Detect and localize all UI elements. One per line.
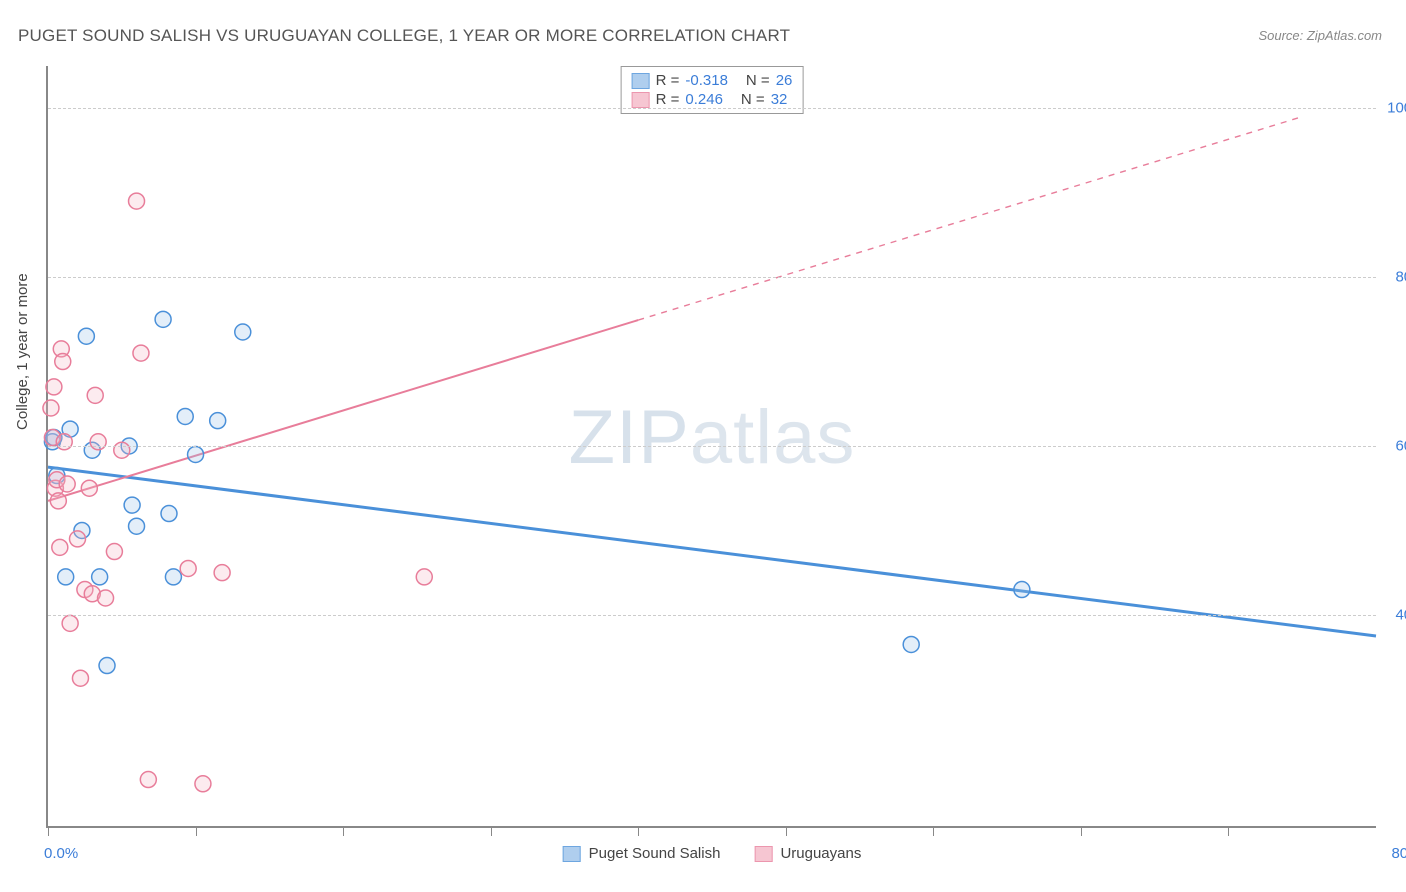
legend-swatch bbox=[754, 846, 772, 862]
data-point bbox=[87, 387, 103, 403]
data-point bbox=[155, 311, 171, 327]
y-axis-label: College, 1 year or more bbox=[14, 273, 31, 430]
data-point bbox=[1014, 582, 1030, 598]
chart-plot-area: ZIPatlas R = -0.318N = 26R = 0.246N = 32… bbox=[46, 66, 1376, 828]
data-point bbox=[124, 497, 140, 513]
data-point bbox=[81, 480, 97, 496]
x-tick bbox=[933, 826, 934, 836]
data-point bbox=[43, 400, 59, 416]
x-axis-end-label: 80.0% bbox=[1391, 845, 1406, 862]
y-tick-label: 80.0% bbox=[1395, 269, 1406, 286]
data-point bbox=[106, 544, 122, 560]
data-point bbox=[90, 434, 106, 450]
data-point bbox=[416, 569, 432, 585]
x-tick bbox=[638, 826, 639, 836]
data-point bbox=[50, 493, 66, 509]
gridline bbox=[48, 446, 1376, 447]
data-point bbox=[188, 446, 204, 462]
legend-row: R = -0.318 N = 26 bbox=[632, 71, 793, 90]
y-tick-label: 60.0% bbox=[1395, 438, 1406, 455]
data-point bbox=[161, 506, 177, 522]
legend-label: Uruguayans bbox=[780, 845, 861, 862]
data-point bbox=[133, 345, 149, 361]
legend-n-value: 26 bbox=[776, 72, 793, 89]
data-point bbox=[98, 590, 114, 606]
legend-n-label: N = bbox=[746, 72, 770, 89]
trend-line-dashed bbox=[638, 117, 1302, 320]
data-point bbox=[70, 531, 86, 547]
data-point bbox=[210, 413, 226, 429]
data-point bbox=[99, 658, 115, 674]
data-point bbox=[903, 636, 919, 652]
x-tick bbox=[491, 826, 492, 836]
x-tick bbox=[48, 826, 49, 836]
legend-r-label: R = bbox=[656, 91, 680, 108]
data-point bbox=[129, 518, 145, 534]
legend-n-label: N = bbox=[741, 91, 765, 108]
gridline bbox=[48, 277, 1376, 278]
legend-n-value: 32 bbox=[771, 91, 788, 108]
data-point bbox=[235, 324, 251, 340]
series-legend: Puget Sound Salish Uruguayans bbox=[563, 845, 862, 862]
x-tick bbox=[1081, 826, 1082, 836]
data-point bbox=[140, 772, 156, 788]
data-point bbox=[195, 776, 211, 792]
x-tick bbox=[1228, 826, 1229, 836]
legend-row: R = 0.246 N = 32 bbox=[632, 90, 793, 109]
data-point bbox=[114, 442, 130, 458]
y-tick-label: 40.0% bbox=[1395, 606, 1406, 623]
correlation-legend: R = -0.318 N = 26 R = 0.246 N = 32 bbox=[621, 66, 804, 114]
data-point bbox=[214, 565, 230, 581]
data-point bbox=[78, 328, 94, 344]
data-point bbox=[177, 408, 193, 424]
data-point bbox=[52, 539, 68, 555]
data-point bbox=[56, 434, 72, 450]
legend-swatch bbox=[632, 92, 650, 108]
x-tick bbox=[343, 826, 344, 836]
data-point bbox=[46, 379, 62, 395]
gridline bbox=[48, 615, 1376, 616]
x-tick bbox=[786, 826, 787, 836]
legend-item: Uruguayans bbox=[754, 845, 861, 862]
y-tick-label: 100.0% bbox=[1387, 100, 1406, 117]
legend-r-value: 0.246 bbox=[685, 91, 723, 108]
data-point bbox=[58, 569, 74, 585]
trend-line bbox=[48, 467, 1376, 636]
legend-r-value: -0.318 bbox=[685, 72, 728, 89]
chart-title: PUGET SOUND SALISH VS URUGUAYAN COLLEGE,… bbox=[18, 26, 790, 46]
legend-r-label: R = bbox=[656, 72, 680, 89]
source-attribution: Source: ZipAtlas.com bbox=[1258, 28, 1382, 43]
legend-swatch bbox=[632, 73, 650, 89]
gridline bbox=[48, 108, 1376, 109]
x-tick bbox=[196, 826, 197, 836]
data-point bbox=[129, 193, 145, 209]
data-point bbox=[165, 569, 181, 585]
legend-swatch bbox=[563, 846, 581, 862]
legend-item: Puget Sound Salish bbox=[563, 845, 721, 862]
data-point bbox=[180, 560, 196, 576]
data-point bbox=[62, 615, 78, 631]
legend-label: Puget Sound Salish bbox=[589, 845, 721, 862]
data-point bbox=[92, 569, 108, 585]
data-point bbox=[55, 354, 71, 370]
data-point bbox=[72, 670, 88, 686]
data-point bbox=[59, 476, 75, 492]
x-axis-start-label: 0.0% bbox=[44, 845, 78, 862]
